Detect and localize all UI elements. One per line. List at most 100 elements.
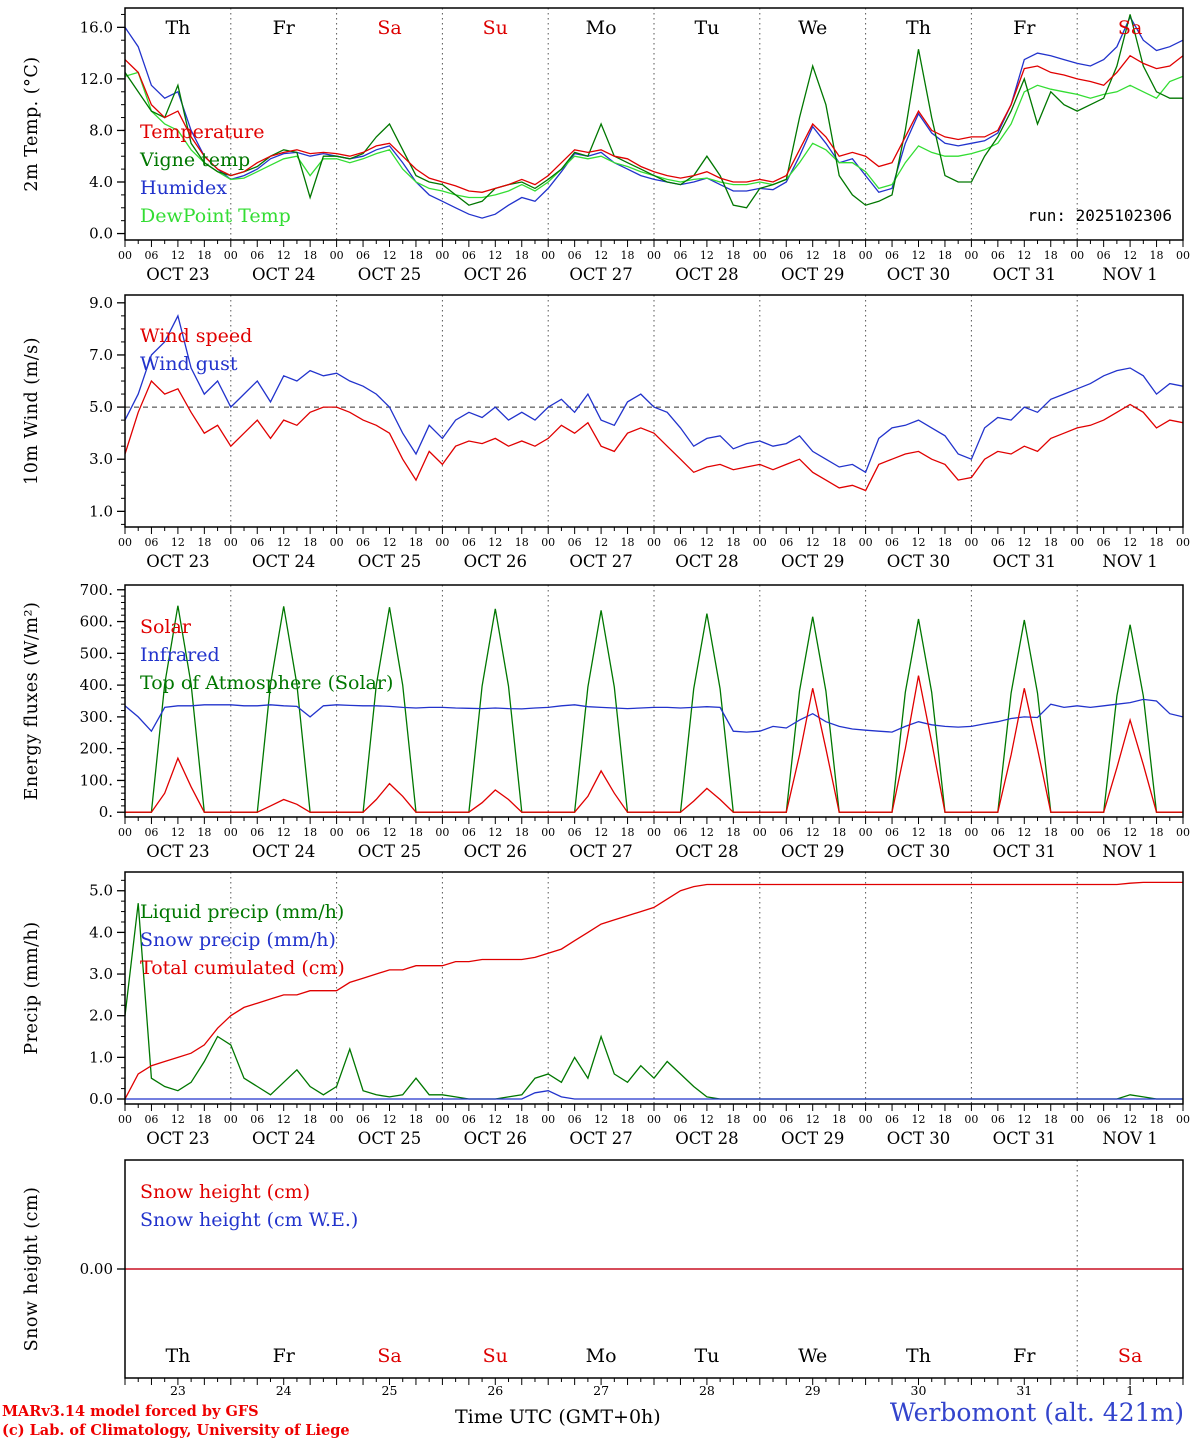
svg-text:OCT 30: OCT 30 xyxy=(887,265,950,284)
svg-text:25: 25 xyxy=(382,1383,398,1398)
legend-item: Snow height (cm W.E.) xyxy=(140,1209,359,1231)
svg-text:12.0: 12.0 xyxy=(80,70,113,88)
svg-text:00: 00 xyxy=(1070,249,1084,262)
svg-text:18: 18 xyxy=(621,249,635,262)
svg-text:12: 12 xyxy=(912,826,926,839)
svg-text:18: 18 xyxy=(938,249,952,262)
series-Wind-speed xyxy=(125,379,1183,492)
svg-text:06: 06 xyxy=(144,536,158,549)
svg-text:12: 12 xyxy=(1017,536,1031,549)
svg-text:00: 00 xyxy=(330,249,344,262)
svg-text:OCT 29: OCT 29 xyxy=(781,842,844,861)
svg-text:00: 00 xyxy=(859,1113,873,1126)
svg-text:18: 18 xyxy=(832,536,846,549)
svg-text:OCT 29: OCT 29 xyxy=(781,265,844,284)
svg-text:18: 18 xyxy=(726,249,740,262)
svg-text:9.0: 9.0 xyxy=(89,294,113,312)
svg-text:00: 00 xyxy=(541,536,555,549)
svg-text:12: 12 xyxy=(1017,826,1031,839)
svg-text:06: 06 xyxy=(885,826,899,839)
panel-precip: 0.0 1.0 2.0 3.0 4.0 5.0 00 06 12 18 00 06 12 18 00 06 12… xyxy=(89,871,1190,1148)
svg-text:OCT 30: OCT 30 xyxy=(887,1129,950,1148)
svg-text:12: 12 xyxy=(594,249,608,262)
svg-text:18: 18 xyxy=(303,536,317,549)
y-axis-label-wind: 10m Wind (m/s) xyxy=(22,337,42,485)
legend-item: Top of Atmosphere (Solar) xyxy=(140,672,394,694)
svg-text:Fr: Fr xyxy=(1013,1345,1036,1367)
svg-text:18: 18 xyxy=(1150,536,1164,549)
svg-text:06: 06 xyxy=(462,536,476,549)
svg-text:06: 06 xyxy=(1097,826,1111,839)
svg-text:OCT 24: OCT 24 xyxy=(252,842,315,861)
footer-model-credit: MARv3.14 model forced by GFS (c) Lab. of… xyxy=(2,1402,350,1440)
svg-text:00: 00 xyxy=(647,1113,661,1126)
svg-text:18: 18 xyxy=(726,536,740,549)
svg-text:Fr: Fr xyxy=(273,1345,296,1367)
svg-text:1: 1 xyxy=(1126,1383,1134,1398)
svg-text:12: 12 xyxy=(488,249,502,262)
legend-item: Snow precip (mm/h) xyxy=(140,929,336,951)
svg-text:18: 18 xyxy=(1150,1113,1164,1126)
y-axis-label-energy: Energy fluxes (W/m²) xyxy=(22,601,42,801)
svg-text:NOV 1: NOV 1 xyxy=(1102,552,1157,571)
svg-text:12: 12 xyxy=(806,536,820,549)
legend-item: Infrared xyxy=(140,644,220,666)
svg-text:06: 06 xyxy=(568,536,582,549)
svg-text:18: 18 xyxy=(515,1113,529,1126)
svg-text:00: 00 xyxy=(118,826,132,839)
svg-text:OCT 27: OCT 27 xyxy=(569,842,632,861)
svg-text:OCT 26: OCT 26 xyxy=(464,552,527,571)
svg-text:26: 26 xyxy=(487,1383,503,1398)
svg-text:00: 00 xyxy=(118,249,132,262)
legend-item: Snow height (cm) xyxy=(140,1181,311,1203)
panel-snow: 0.00 23 24 25 26 27 28 29 30 31 1 Th Fr Sa Su Mo Tu We Th F… xyxy=(80,1159,1184,1398)
svg-text:06: 06 xyxy=(779,826,793,839)
svg-text:00: 00 xyxy=(964,1113,978,1126)
svg-text:24: 24 xyxy=(276,1383,292,1398)
svg-text:18: 18 xyxy=(832,826,846,839)
svg-text:12: 12 xyxy=(594,1113,608,1126)
svg-text:06: 06 xyxy=(779,536,793,549)
svg-text:00: 00 xyxy=(1070,826,1084,839)
svg-text:OCT 25: OCT 25 xyxy=(358,1129,421,1148)
svg-text:12: 12 xyxy=(806,249,820,262)
svg-text:OCT 26: OCT 26 xyxy=(464,1129,527,1148)
svg-text:00: 00 xyxy=(541,1113,555,1126)
svg-text:06: 06 xyxy=(568,826,582,839)
legend-item: Vigne temp xyxy=(140,149,251,171)
svg-text:18: 18 xyxy=(938,536,952,549)
svg-text:5.0: 5.0 xyxy=(89,398,113,416)
svg-text:23: 23 xyxy=(170,1383,186,1398)
svg-text:00: 00 xyxy=(330,536,344,549)
svg-text:OCT 24: OCT 24 xyxy=(252,552,315,571)
svg-text:OCT 27: OCT 27 xyxy=(569,265,632,284)
svg-text:400.: 400. xyxy=(80,676,113,694)
svg-text:OCT 23: OCT 23 xyxy=(146,265,209,284)
svg-text:12: 12 xyxy=(912,249,926,262)
svg-text:00: 00 xyxy=(435,536,449,549)
svg-text:OCT 24: OCT 24 xyxy=(252,265,315,284)
svg-text:06: 06 xyxy=(356,536,370,549)
svg-text:18: 18 xyxy=(409,249,423,262)
svg-text:00: 00 xyxy=(435,249,449,262)
legend-item: Humidex xyxy=(140,177,228,199)
svg-text:06: 06 xyxy=(991,1113,1005,1126)
legend-item: Solar xyxy=(140,616,191,638)
svg-text:OCT 31: OCT 31 xyxy=(993,265,1056,284)
svg-text:12: 12 xyxy=(700,249,714,262)
svg-text:06: 06 xyxy=(144,1113,158,1126)
series-Total-cumulated xyxy=(125,881,1183,1100)
svg-text:OCT 31: OCT 31 xyxy=(993,552,1056,571)
station-label: Werbomont (alt. 421m) xyxy=(889,1398,1184,1427)
svg-text:12: 12 xyxy=(700,1113,714,1126)
svg-text:18: 18 xyxy=(621,1113,635,1126)
svg-text:00: 00 xyxy=(859,536,873,549)
svg-text:Th: Th xyxy=(906,17,931,39)
svg-text:00: 00 xyxy=(541,249,555,262)
svg-text:OCT 27: OCT 27 xyxy=(569,552,632,571)
legend-wind: Wind speed Wind gust xyxy=(140,322,252,378)
footer-model-line2: (c) Lab. of Climatology, University of L… xyxy=(2,1422,350,1439)
svg-text:06: 06 xyxy=(462,826,476,839)
legend-precip: Liquid precip (mm/h) Snow precip (mm/h) To… xyxy=(140,898,345,982)
